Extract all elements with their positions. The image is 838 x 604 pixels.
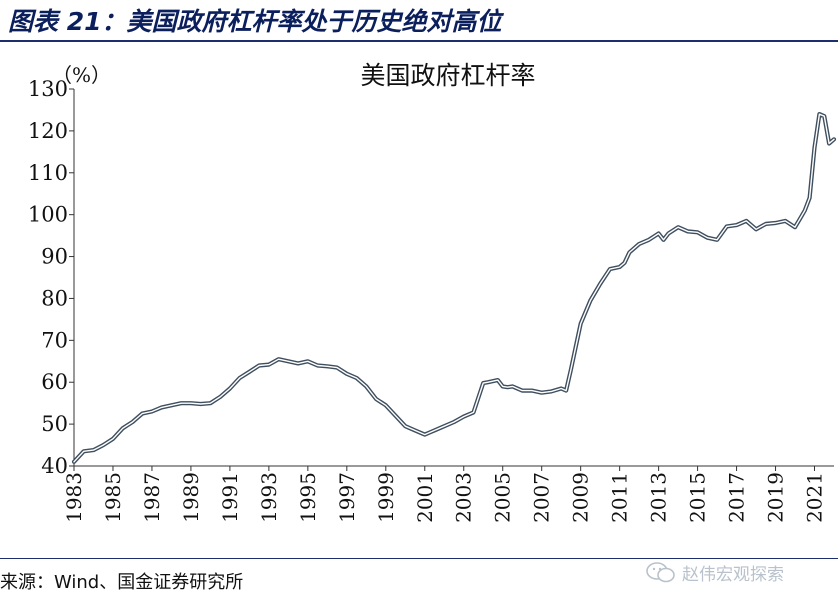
x-tick-label: 1987 — [140, 472, 164, 523]
y-tick-label: 50 — [41, 412, 68, 436]
chart-title: 美国政府杠杆率 — [360, 61, 535, 90]
watermark: 赵伟宏观探索 — [646, 560, 784, 585]
x-tick-label: 2021 — [803, 472, 827, 523]
x-tick-label: 2009 — [569, 472, 593, 523]
y-tick-label: 40 — [41, 454, 68, 478]
x-tick-label: 2003 — [452, 472, 476, 523]
wechat-icon — [646, 561, 675, 582]
y-tick-label: 100 — [28, 203, 68, 227]
x-tick-label: 1991 — [218, 472, 242, 523]
series-group — [71, 111, 837, 464]
x-tick-label: 1995 — [296, 472, 320, 523]
x-tick-label: 1985 — [101, 472, 125, 523]
x-tick-label: 1997 — [335, 472, 359, 523]
y-tick-label: 120 — [28, 119, 68, 143]
x-tick-label: 2007 — [530, 472, 554, 523]
y-tick-label: 60 — [41, 370, 68, 394]
x-tick-label: 2011 — [608, 472, 632, 523]
x-tick-label: 1983 — [62, 472, 86, 523]
x-tick-label: 2013 — [647, 472, 671, 523]
y-tick-label: 80 — [41, 286, 68, 310]
x-tick-label: 2017 — [725, 472, 749, 523]
line-chart: 美国政府杠杆率 （%） 40 50 60 70 80 90 100 110 120 130 198… — [28, 61, 837, 523]
x-tick-label: 1999 — [374, 472, 398, 523]
figure-title: 图表 21：美国政府杠杆率处于历史绝对高位 — [8, 7, 502, 36]
axes — [73, 89, 834, 467]
y-tick-label: 110 — [28, 161, 68, 185]
series-line-outline — [71, 111, 837, 464]
y-axis-ticks: 40 50 60 70 80 90 100 110 120 130 — [28, 77, 74, 478]
y-axis-unit-label: （%） — [52, 63, 111, 87]
x-tick-label: 2001 — [413, 472, 437, 523]
x-axis-ticks: 1983 1985 1987 1989 1991 1993 1995 1997 1999 2001… — [62, 466, 827, 523]
x-tick-label: 1989 — [179, 472, 203, 523]
x-tick-label: 2005 — [491, 472, 515, 523]
y-tick-label: 90 — [41, 245, 68, 269]
source-note: 来源：Wind、国金证券研究所 — [0, 572, 244, 593]
title-rule — [0, 40, 838, 42]
y-tick-label: 130 — [28, 77, 68, 101]
y-tick-label: 70 — [41, 328, 68, 352]
x-tick-label: 2015 — [686, 472, 710, 523]
bottom-rule — [0, 558, 838, 559]
watermark-text: 赵伟宏观探索 — [682, 565, 784, 585]
x-tick-label: 2019 — [764, 472, 788, 523]
x-tick-label: 1993 — [257, 472, 281, 523]
series-line-inner — [73, 113, 835, 463]
